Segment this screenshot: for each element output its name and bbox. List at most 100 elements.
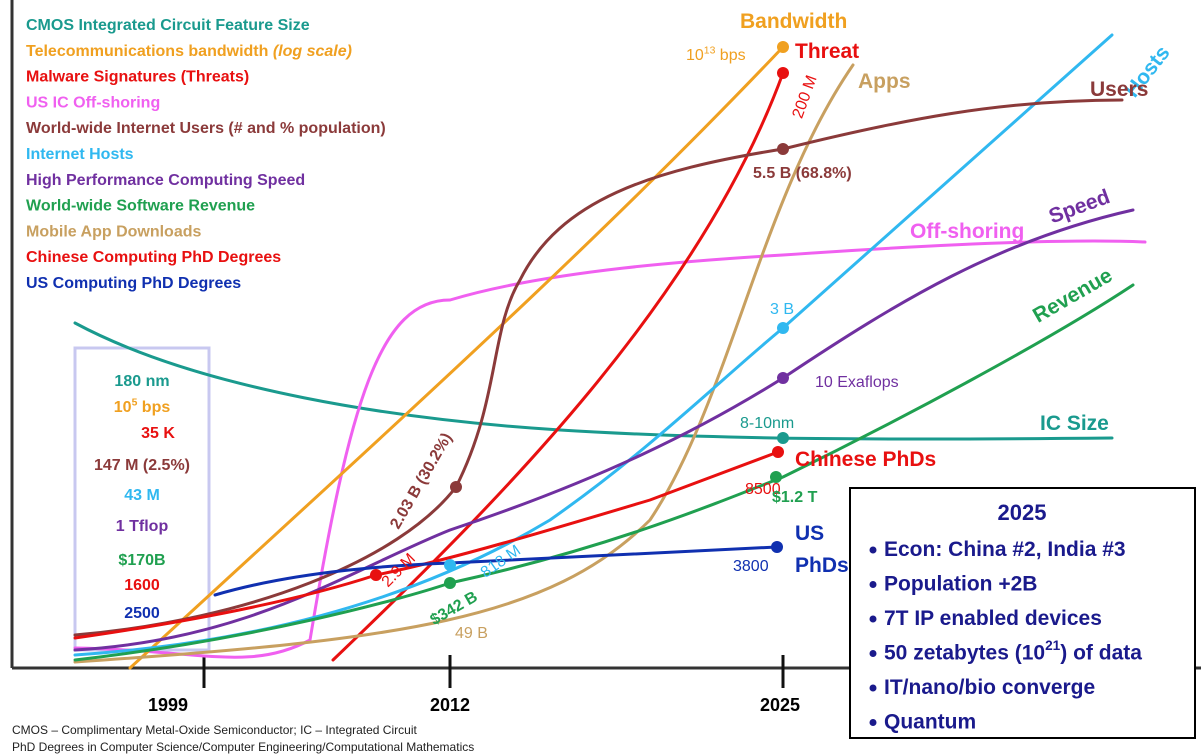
legend-entry-text: High Performance Computing Speed bbox=[26, 172, 305, 189]
bullet-dot bbox=[869, 546, 877, 554]
baseline-value-text: 147 M (2.5%) bbox=[94, 457, 190, 474]
year-label: 1999 bbox=[148, 695, 188, 715]
legend-entry: US IC Off-shoring bbox=[26, 95, 160, 112]
legend-entry-text: Chinese Computing PhD Degrees bbox=[26, 249, 281, 266]
baseline-value-after: bps bbox=[137, 399, 170, 416]
baseline-value: 1600 bbox=[124, 577, 160, 594]
outlook-bullet: Econ: China #2, India #3 bbox=[884, 538, 1126, 561]
curve-label: Apps bbox=[858, 70, 911, 93]
bullet-dot bbox=[869, 615, 877, 623]
legend-entry-text: US Computing PhD Degrees bbox=[26, 275, 241, 292]
curve-label: PhDs bbox=[795, 554, 849, 577]
curve-label: Chinese PhDs bbox=[795, 448, 936, 471]
baseline-value: 1 Tflop bbox=[116, 518, 169, 535]
point-label: 49 B bbox=[455, 625, 488, 642]
point bbox=[777, 143, 789, 155]
point-label: $342 B bbox=[428, 589, 481, 630]
point-label-text: 8-10nm bbox=[740, 415, 794, 432]
legend-entry-text: Malware Signatures (Threats) bbox=[26, 69, 249, 86]
legend-entry-text: World-wide Internet Users (# and % popul… bbox=[26, 120, 386, 137]
baseline-value: 105 bps bbox=[114, 397, 171, 416]
point bbox=[777, 372, 789, 384]
curve-label: Speed bbox=[1046, 185, 1113, 228]
bullet-dot bbox=[869, 581, 877, 588]
curve-label-text: Bandwidth bbox=[740, 10, 847, 33]
outlook-bullet-text: IT/nano/bio converge bbox=[884, 676, 1095, 699]
curves bbox=[73, 33, 1147, 670]
point bbox=[370, 569, 382, 581]
curve-label: Bandwidth bbox=[740, 10, 847, 33]
curve-label-text: US bbox=[795, 522, 824, 545]
ic-size-curve bbox=[73, 321, 1114, 441]
point-label-text: $1.2 T bbox=[772, 489, 818, 506]
legend-entry: World-wide Internet Users (# and % popul… bbox=[26, 120, 386, 137]
point-label-sup: 13 bbox=[704, 45, 716, 56]
point bbox=[770, 471, 782, 483]
legend-entry: Mobile App Downloads bbox=[26, 224, 202, 241]
year-label: 2025 bbox=[760, 695, 800, 715]
legend-entry: Internet Hosts bbox=[26, 146, 134, 163]
legend-entry: Telecommunications bandwidth (log scale) bbox=[26, 43, 352, 60]
baseline-value: 43 M bbox=[124, 487, 160, 504]
year-label: 2012 bbox=[430, 695, 470, 715]
curve-label-text: Apps bbox=[858, 70, 911, 93]
point bbox=[777, 41, 789, 53]
curve-label-text: Chinese PhDs bbox=[795, 448, 936, 471]
baseline-value-text: 43 M bbox=[124, 487, 160, 504]
bullet-dot bbox=[869, 650, 877, 657]
baseline-value-text: $170B bbox=[118, 552, 165, 569]
curve-label: Users bbox=[1090, 78, 1148, 101]
point bbox=[777, 432, 789, 444]
baseline-value-text: 180 nm bbox=[114, 373, 169, 390]
point-label-text: 10 Exaflops bbox=[815, 374, 899, 391]
baseline-value-text: 35 K bbox=[141, 425, 175, 442]
baseline-value-text: 1 Tflop bbox=[116, 518, 169, 535]
bullet-dot bbox=[869, 684, 877, 692]
baseline-value: 35 K bbox=[141, 425, 175, 442]
point-label: 200 M bbox=[790, 73, 821, 121]
baseline-value: 2500 bbox=[124, 605, 160, 622]
legend-entry: US Computing PhD Degrees bbox=[26, 275, 241, 292]
point-label: 5.5 B (68.8%) bbox=[753, 165, 852, 182]
point-label-text: 3800 bbox=[733, 558, 769, 575]
legend-entry-text: CMOS Integrated Circuit Feature Size bbox=[26, 17, 310, 34]
speed-curve bbox=[73, 208, 1135, 652]
point-label-text: 5.5 B (68.8%) bbox=[753, 165, 852, 182]
baseline-value: $170B bbox=[118, 552, 165, 569]
outlook-bullet-sup: 21 bbox=[1045, 638, 1061, 653]
baseline-value-text: 2500 bbox=[124, 605, 160, 622]
curve-label-text: Revenue bbox=[1029, 263, 1116, 327]
point-label: 10 Exaflops bbox=[815, 374, 899, 391]
users-curve bbox=[73, 98, 1124, 637]
legend-entry: Malware Signatures (Threats) bbox=[26, 69, 249, 86]
point bbox=[444, 559, 456, 571]
footnote: CMOS – Complimentary Metal-Oxide Semicon… bbox=[12, 723, 417, 737]
point-label: 3 B bbox=[770, 301, 794, 318]
point-label-text: 3 B bbox=[770, 301, 794, 318]
curve-label-text: Threat bbox=[795, 40, 859, 63]
point bbox=[772, 446, 784, 458]
legend-entry: CMOS Integrated Circuit Feature Size bbox=[26, 17, 310, 34]
outlook-bullet-text: Econ: China #2, India #3 bbox=[884, 538, 1126, 561]
apps-curve bbox=[73, 63, 855, 664]
outlook-bullet: 7T IP enabled devices bbox=[884, 607, 1102, 630]
legend-entry-text: US IC Off-shoring bbox=[26, 95, 160, 112]
outlook-title: 2025 bbox=[998, 500, 1047, 525]
outlook-bullet-text: 50 zetabytes (10 bbox=[884, 641, 1045, 664]
point bbox=[777, 322, 789, 334]
outlook-bullet: 50 zetabytes (1021) of data bbox=[884, 638, 1142, 664]
point bbox=[771, 541, 783, 553]
outlook-bullet-text: Population +2B bbox=[884, 572, 1037, 595]
legend-entry-text: Mobile App Downloads bbox=[26, 224, 202, 241]
curve-label: IC Size bbox=[1040, 412, 1109, 435]
outlook-bullet: Population +2B bbox=[884, 572, 1037, 595]
revenue-curve bbox=[73, 283, 1135, 662]
curve-label: US bbox=[795, 522, 824, 545]
legend-entry-text: World-wide Software Revenue bbox=[26, 198, 255, 215]
points bbox=[370, 41, 789, 589]
point-label-text: 200 M bbox=[790, 73, 821, 121]
point-label-text: 49 B bbox=[455, 625, 488, 642]
curve-label: Revenue bbox=[1029, 263, 1116, 327]
footnote: PhD Degrees in Computer Science/Computer… bbox=[12, 740, 474, 754]
point bbox=[777, 67, 789, 79]
